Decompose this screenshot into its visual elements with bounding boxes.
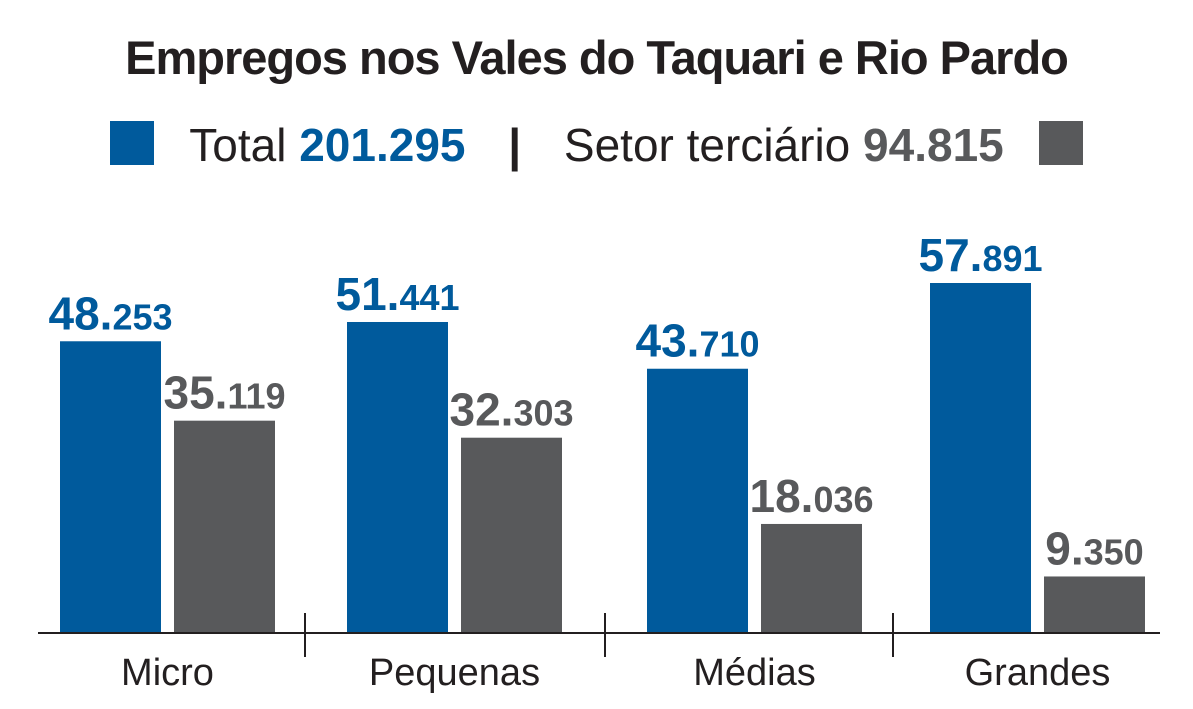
chart-title: Empregos nos Vales do Taquari e Rio Pard… — [125, 31, 1069, 84]
bar-tertiary-grandes — [1044, 576, 1145, 633]
legend-tertiary-label: Setor terciário — [563, 119, 851, 171]
legend-total-label: Total — [189, 119, 287, 171]
data-label-tertiary-grandes: 9.350 — [1045, 522, 1143, 574]
bar-tertiary-pequenas — [461, 437, 562, 633]
legend-separator: | — [508, 119, 522, 171]
x-tick-label-grandes: Grandes — [965, 652, 1111, 694]
bar-total-médias — [647, 368, 748, 633]
x-tick-label-médias: Médias — [693, 652, 816, 694]
data-label-tertiary-pequenas: 32.303 — [449, 384, 573, 436]
legend: Total 201.295 | Setor terciário 94.815 — [0, 118, 1193, 172]
x-tick-label-pequenas: Pequenas — [369, 652, 540, 694]
bar-total-pequenas — [347, 321, 448, 633]
data-label-total-médias: 43.710 — [635, 315, 759, 367]
bar-total-grandes — [930, 283, 1031, 633]
data-label-total-grandes: 57.891 — [918, 229, 1042, 281]
data-label-total-pequenas: 51.441 — [335, 268, 459, 320]
bar-total-micro — [60, 341, 161, 633]
legend-tertiary-value: 94.815 — [863, 119, 1004, 171]
legend-swatch-total — [110, 121, 155, 165]
legend-swatch-tertiary — [1038, 121, 1083, 165]
data-label-total-micro: 48.253 — [48, 287, 172, 339]
bar-tertiary-micro — [174, 420, 275, 633]
data-label-tertiary-micro: 35.119 — [163, 367, 285, 419]
x-tick-label-micro: Micro — [121, 652, 214, 694]
bar-tertiary-médias — [761, 523, 862, 633]
legend-total-value: 201.295 — [299, 119, 466, 171]
data-label-tertiary-médias: 18.036 — [749, 470, 873, 522]
